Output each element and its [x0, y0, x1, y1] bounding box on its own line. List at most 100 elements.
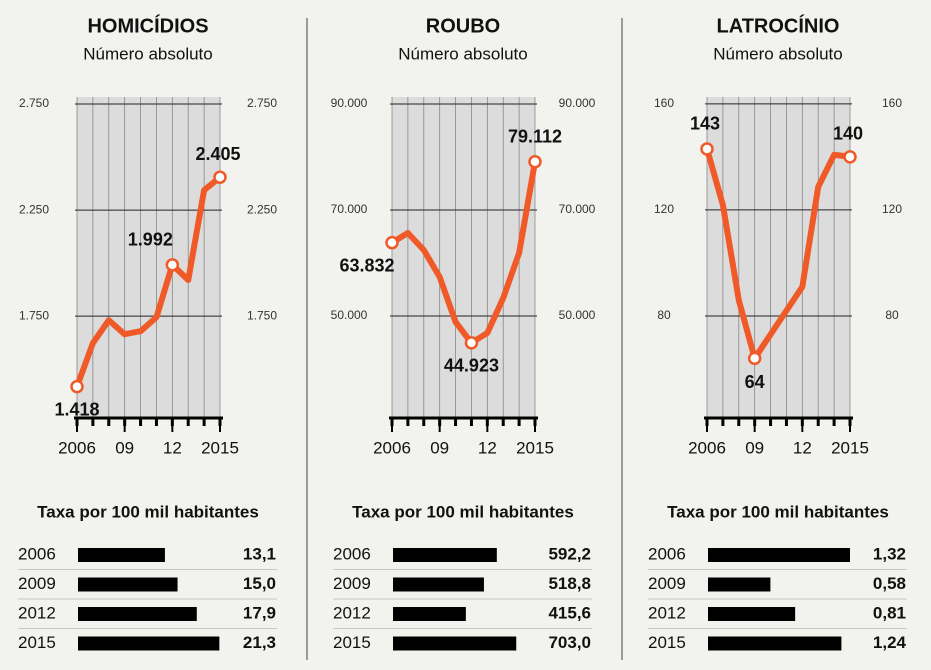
value-label: 21,3	[243, 633, 276, 652]
bar	[708, 636, 842, 651]
line	[74, 174, 222, 388]
category-label: 2015	[333, 633, 371, 652]
chart-title: ROUBO	[426, 15, 500, 37]
bar	[393, 577, 484, 592]
chart-subtitle: Número absoluto	[398, 44, 527, 63]
point-marker	[843, 150, 857, 164]
bar	[78, 636, 220, 651]
point-marker	[165, 258, 180, 272]
point-marker	[70, 379, 84, 394]
y-tick-label: 120	[882, 202, 902, 216]
x-tick-label: 12	[793, 438, 812, 457]
y-tick-label: 70.000	[559, 202, 596, 216]
y-tick-label: 70.000	[331, 202, 368, 216]
x-tick-label: 2006	[688, 438, 726, 457]
chart-title: HOMICÍDIOS	[87, 14, 208, 37]
bar	[393, 607, 466, 621]
x-tick-label: 2015	[831, 438, 869, 457]
y-tick-label: 2.750	[19, 96, 49, 110]
y-tick-label: 1.750	[247, 308, 277, 322]
bar-title: Taxa por 100 mil habitantes	[352, 502, 574, 521]
value-label: 1,32	[873, 544, 906, 563]
bar	[393, 548, 497, 562]
x-tick-label: 12	[163, 438, 182, 457]
value-label: 2.405	[195, 144, 240, 164]
y-tick-label: 1.750	[19, 308, 49, 322]
value-label: 64	[745, 372, 765, 392]
value-label: 63.832	[339, 255, 394, 275]
point-marker	[385, 235, 399, 250]
category-label: 2009	[648, 574, 686, 593]
y-tick-label: 50.000	[559, 308, 596, 322]
x-tick-label: 2015	[516, 438, 554, 457]
point-marker	[700, 142, 714, 156]
value-label: 0,58	[873, 574, 906, 593]
y-tick-label: 160	[654, 96, 674, 110]
category-label: 2006	[18, 544, 56, 563]
plot-area	[77, 97, 220, 418]
category-label: 2006	[648, 544, 686, 563]
value-label: 1.992	[128, 230, 173, 250]
category-label: 2012	[648, 603, 686, 622]
bar-title: Taxa por 100 mil habitantes	[667, 502, 889, 521]
bar	[708, 577, 771, 592]
value-label: 1,24	[873, 633, 907, 652]
y-tick-label: 2.250	[247, 202, 277, 216]
value-label: 17,9	[243, 603, 276, 622]
chart-title: LATROCÍNIO	[717, 14, 840, 37]
value-label: 415,6	[548, 603, 591, 622]
point-marker	[464, 336, 479, 350]
value-label: 143	[690, 114, 720, 134]
point-marker	[528, 154, 542, 169]
x-tick-label: 12	[478, 438, 497, 457]
bar	[78, 607, 197, 621]
category-label: 2009	[333, 574, 371, 593]
value-label: 44.923	[444, 356, 499, 376]
category-label: 2006	[333, 544, 371, 563]
value-label: 0,81	[873, 603, 906, 622]
category-label: 2012	[333, 603, 371, 622]
value-label: 592,2	[548, 544, 591, 563]
y-tick-label: 2.250	[19, 202, 49, 216]
category-label: 2015	[648, 633, 686, 652]
value-label: 518,8	[548, 574, 591, 593]
point-marker	[213, 170, 227, 184]
category-label: 2009	[18, 574, 56, 593]
y-tick-label: 120	[654, 202, 674, 216]
chart-subtitle: Número absoluto	[713, 44, 842, 63]
plot-area	[392, 97, 535, 418]
y-tick-label: 160	[882, 96, 902, 110]
y-tick-label: 80	[657, 308, 671, 322]
x-tick-label: 09	[430, 438, 449, 457]
bar	[78, 577, 178, 592]
y-tick-label: 80	[885, 308, 899, 322]
value-label: 1.418	[54, 399, 99, 419]
value-label: 13,1	[243, 544, 276, 563]
x-tick-label: 09	[115, 438, 134, 457]
bar	[708, 607, 796, 621]
bar	[78, 548, 165, 562]
y-tick-label: 90.000	[331, 96, 368, 110]
line	[390, 161, 538, 346]
plot-area	[707, 97, 850, 418]
category-label: 2012	[18, 603, 56, 622]
chart-subtitle: Número absoluto	[83, 44, 212, 63]
x-tick-label: 09	[745, 438, 764, 457]
bar	[708, 548, 850, 562]
line	[704, 148, 851, 362]
value-label: 79.112	[508, 126, 562, 146]
category-label: 2015	[18, 633, 56, 652]
bar-title: Taxa por 100 mil habitantes	[37, 502, 259, 521]
bar	[393, 636, 517, 651]
value-label: 703,0	[548, 633, 591, 652]
y-tick-label: 50.000	[331, 308, 368, 322]
x-tick-label: 2006	[373, 438, 411, 457]
x-tick-label: 2015	[201, 438, 239, 457]
y-tick-label: 2.750	[247, 96, 277, 110]
point-marker	[747, 351, 762, 366]
value-label: 15,0	[243, 574, 276, 593]
y-tick-label: 90.000	[559, 96, 596, 110]
x-tick-label: 2006	[58, 438, 96, 457]
value-label: 140	[833, 124, 863, 144]
